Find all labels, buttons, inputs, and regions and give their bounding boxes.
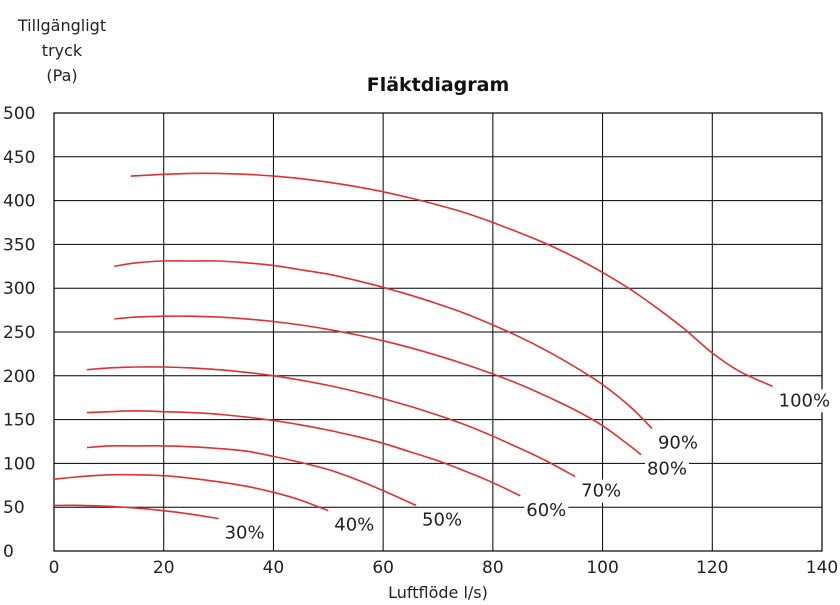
- x-tick-label-80: 80: [482, 558, 504, 578]
- y-axis-title-line-3: (Pa): [46, 66, 77, 85]
- fan-curve-80-pct: [114, 315, 642, 456]
- curve-labels: 30% 40% 50% 60% 70% 80% 90% 100%: [222, 389, 833, 545]
- fan-curve-30-pct: [53, 504, 219, 520]
- curve-label-70-pct: 70%: [581, 481, 621, 502]
- x-tick-label-60: 60: [372, 558, 394, 578]
- curve-label-bg-60-pct: [524, 498, 569, 522]
- curve-label-bg-100-pct: [776, 389, 833, 413]
- y-tick-label-500: 500: [3, 104, 35, 124]
- curve-label-bg-80-pct: [644, 457, 689, 481]
- curve-label-100-pct: 100%: [779, 390, 830, 411]
- grid: [53, 112, 823, 552]
- fan-curve-100-pct: [130, 172, 773, 388]
- tick-labels: 0 20 40 60 80 100 120 140 0 50 100 150 200 250 300 350 4…: [3, 104, 838, 578]
- x-tick-label-140: 140: [806, 558, 838, 578]
- y-tick-label-200: 200: [3, 367, 35, 387]
- curve-label-50-pct: 50%: [422, 509, 462, 530]
- x-axis-title: Luftflöde l/s): [388, 583, 488, 602]
- fan-curve-90-pct: [114, 260, 653, 429]
- fan-curve-40-pct: [53, 473, 329, 512]
- y-axis-title-line-1: Tillgängligt: [17, 16, 106, 35]
- plot-border: [53, 112, 823, 552]
- y-axis-title-line-2: tryck: [42, 41, 83, 60]
- curve-label-bg-70-pct: [579, 479, 624, 503]
- curve-label-90-pct: 90%: [658, 432, 698, 453]
- y-tick-label-50: 50: [3, 498, 25, 518]
- curve-label-80-pct: 80%: [647, 459, 687, 480]
- curve-label-40-pct: 40%: [334, 515, 374, 536]
- chart-title: Fläktdiagram: [367, 74, 510, 96]
- y-tick-label-100: 100: [3, 454, 35, 474]
- curve-label-bg-30-pct: [222, 521, 267, 545]
- curve-label-bg-90-pct: [655, 431, 700, 455]
- curve-label-60-pct: 60%: [526, 500, 566, 521]
- fan-curves: [53, 172, 773, 520]
- y-tick-label-350: 350: [3, 235, 35, 255]
- x-tick-label-0: 0: [49, 558, 60, 578]
- curve-label-bg-40-pct: [332, 513, 377, 537]
- y-tick-label-250: 250: [3, 323, 35, 343]
- y-tick-label-0: 0: [3, 542, 14, 562]
- y-tick-label-450: 450: [3, 148, 35, 168]
- x-tick-label-120: 120: [696, 558, 728, 578]
- x-tick-label-40: 40: [263, 558, 285, 578]
- y-tick-label-300: 300: [3, 279, 35, 299]
- fan-curve-50-pct: [86, 444, 417, 507]
- x-tick-label-100: 100: [586, 558, 618, 578]
- curve-label-bg-50-pct: [420, 508, 465, 532]
- fan-curve-60-pct: [86, 409, 521, 497]
- y-tick-label-400: 400: [3, 192, 35, 212]
- fan-curve-70-pct: [86, 366, 576, 478]
- y-tick-label-150: 150: [3, 411, 35, 431]
- x-tick-label-20: 20: [153, 558, 175, 578]
- curve-label-30-pct: 30%: [225, 523, 265, 544]
